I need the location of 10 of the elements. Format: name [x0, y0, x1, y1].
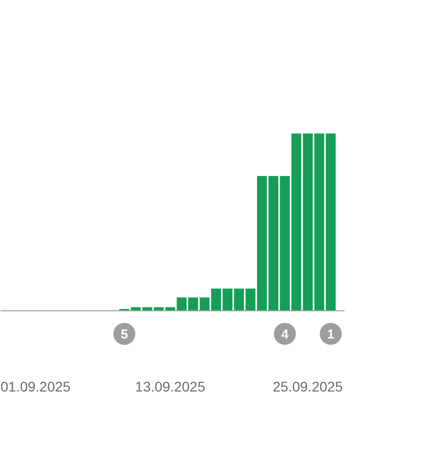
annotation: 4: [281, 326, 290, 342]
bar: [326, 133, 336, 311]
annotation: 5: [120, 326, 128, 342]
x-tick-label: 01.09.2025: [0, 378, 71, 394]
bar: [154, 307, 164, 311]
bar: [142, 307, 152, 311]
annotation: 1: [327, 326, 334, 342]
bar: [314, 133, 324, 311]
x-tick-label: 13.09.2025: [135, 378, 206, 394]
x-tick-label: 25.09.2025: [272, 378, 344, 394]
